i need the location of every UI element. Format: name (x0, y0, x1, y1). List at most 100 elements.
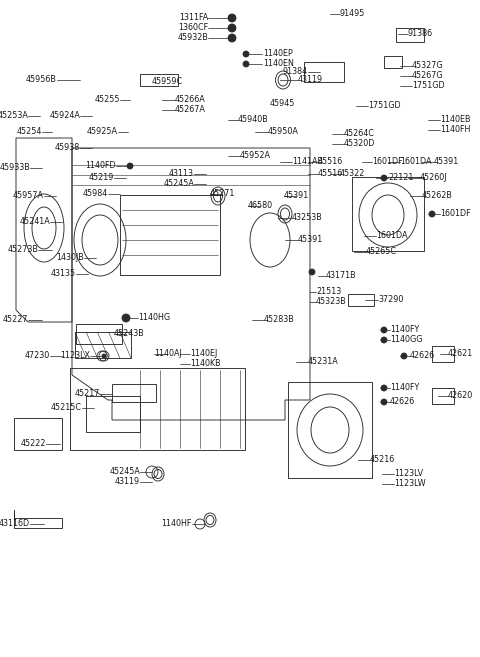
Text: 45265C: 45265C (366, 248, 397, 256)
Circle shape (228, 34, 236, 42)
Text: 45245A: 45245A (109, 468, 140, 476)
Text: 45260J: 45260J (420, 173, 447, 183)
Circle shape (228, 24, 236, 32)
Text: 45516: 45516 (318, 158, 343, 166)
Text: 45957A: 45957A (13, 191, 44, 200)
Text: 1140EN: 1140EN (263, 60, 294, 68)
Text: 1430JB: 1430JB (56, 254, 84, 263)
Circle shape (429, 211, 435, 217)
Text: 45323B: 45323B (316, 298, 347, 307)
Circle shape (309, 269, 315, 275)
Text: 45283B: 45283B (264, 315, 295, 325)
Text: 1601DA: 1601DA (400, 158, 432, 166)
Circle shape (229, 15, 235, 21)
Circle shape (401, 353, 407, 359)
Text: 45924A: 45924A (49, 112, 80, 120)
Text: 1123LX: 1123LX (60, 351, 90, 361)
Circle shape (229, 25, 235, 31)
Text: 21513: 21513 (316, 288, 341, 296)
Circle shape (381, 385, 387, 391)
Circle shape (127, 163, 133, 169)
Text: 45940B: 45940B (238, 116, 269, 124)
Text: 45945: 45945 (270, 99, 295, 108)
Circle shape (381, 399, 387, 405)
Text: 1123LV: 1123LV (394, 470, 423, 478)
Text: 43135: 43135 (51, 269, 76, 279)
Text: 1140HF: 1140HF (162, 520, 192, 528)
Text: 45391: 45391 (434, 158, 459, 166)
Text: 45956B: 45956B (25, 76, 56, 85)
Text: 1140EB: 1140EB (440, 116, 470, 124)
Text: 45243B: 45243B (114, 330, 145, 338)
Text: 45217: 45217 (74, 390, 100, 399)
Text: 45241A: 45241A (19, 217, 50, 227)
Text: 43113: 43113 (169, 170, 194, 179)
Bar (140, 74, 178, 86)
Bar (112, 384, 156, 402)
Bar (70, 368, 245, 450)
Text: 91386: 91386 (408, 30, 433, 39)
Text: 1140KB: 1140KB (190, 359, 221, 369)
Text: 1140FD: 1140FD (85, 162, 116, 171)
Text: 45938: 45938 (55, 143, 80, 152)
Text: 43171B: 43171B (326, 271, 357, 281)
Bar (76, 324, 122, 344)
Circle shape (381, 327, 387, 333)
Text: 45266A: 45266A (175, 95, 206, 104)
Circle shape (381, 337, 387, 343)
Text: 1140HG: 1140HG (138, 313, 170, 323)
Text: 45255: 45255 (95, 95, 120, 104)
Text: 45327G: 45327G (412, 62, 444, 70)
Bar (432, 388, 454, 404)
Text: 1140GG: 1140GG (390, 336, 422, 344)
Text: 42626: 42626 (410, 351, 435, 361)
Text: 45222: 45222 (21, 440, 46, 449)
Bar (75, 332, 131, 358)
Text: 45273B: 45273B (7, 246, 38, 254)
Text: 45267G: 45267G (412, 72, 444, 81)
Circle shape (243, 61, 249, 67)
Text: 1311FA: 1311FA (179, 14, 208, 22)
Text: 1601DF: 1601DF (440, 210, 470, 219)
Text: 1751GD: 1751GD (412, 81, 444, 91)
Bar (352, 177, 424, 251)
Text: 43119: 43119 (115, 478, 140, 486)
Text: 43116D: 43116D (0, 520, 30, 528)
Text: 45933B: 45933B (0, 164, 30, 173)
Text: 42620: 42620 (448, 392, 473, 401)
Text: 1601DF: 1601DF (372, 158, 403, 166)
Text: 45253A: 45253A (0, 112, 28, 120)
Text: 45320D: 45320D (344, 139, 375, 148)
Text: 45952A: 45952A (240, 152, 271, 160)
Text: 43253B: 43253B (292, 214, 323, 223)
Bar (396, 28, 424, 42)
Text: 42626: 42626 (390, 397, 415, 407)
Circle shape (243, 51, 249, 57)
Bar (304, 62, 344, 82)
Text: 45219: 45219 (89, 173, 114, 183)
Text: 45227: 45227 (2, 315, 28, 325)
Text: 45215C: 45215C (51, 403, 82, 413)
Text: 1123LW: 1123LW (394, 480, 426, 489)
Text: 1141AB: 1141AB (292, 158, 323, 166)
Text: 1140EP: 1140EP (263, 49, 293, 58)
Text: 45254: 45254 (17, 127, 42, 137)
Text: 45267A: 45267A (175, 106, 206, 114)
Text: 45959C: 45959C (152, 78, 183, 87)
Circle shape (228, 14, 236, 22)
Text: 1140FH: 1140FH (440, 125, 470, 135)
Text: 45264C: 45264C (344, 129, 375, 139)
Bar (384, 56, 402, 68)
Text: 45516: 45516 (318, 170, 343, 179)
Text: 91384: 91384 (283, 68, 308, 76)
Bar (120, 195, 220, 275)
Circle shape (102, 354, 106, 358)
Text: 45322: 45322 (340, 170, 365, 179)
Text: 22121: 22121 (388, 173, 413, 183)
Text: 1140FY: 1140FY (390, 325, 419, 334)
Text: 45262B: 45262B (422, 191, 453, 200)
Text: 1360CF: 1360CF (178, 24, 208, 32)
Text: 46580: 46580 (248, 202, 273, 210)
Circle shape (381, 175, 387, 181)
Text: 45245A: 45245A (163, 179, 194, 189)
